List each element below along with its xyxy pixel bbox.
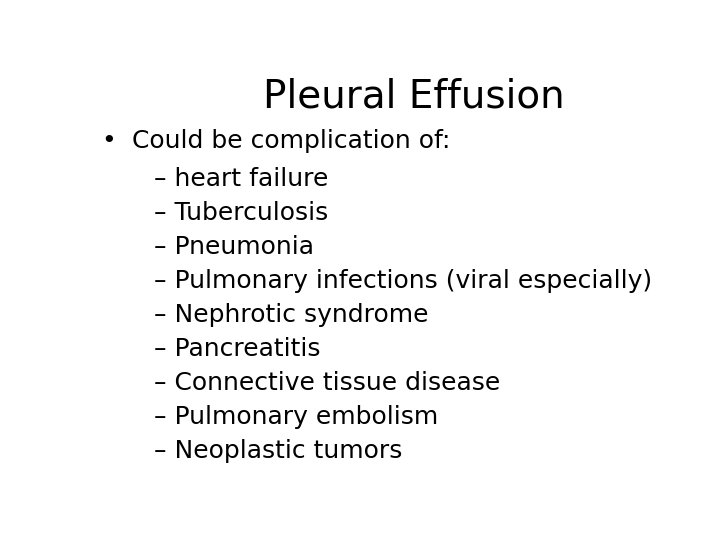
Text: – Pancreatitis: – Pancreatitis (154, 337, 320, 361)
Text: – Pulmonary embolism: – Pulmonary embolism (154, 406, 438, 429)
Text: – Connective tissue disease: – Connective tissue disease (154, 371, 500, 395)
Text: – heart failure: – heart failure (154, 167, 328, 191)
Text: – Neoplastic tumors: – Neoplastic tumors (154, 440, 402, 463)
Text: – Nephrotic syndrome: – Nephrotic syndrome (154, 303, 428, 327)
Text: Pleural Effusion: Pleural Effusion (263, 77, 564, 115)
Text: – Pneumonia: – Pneumonia (154, 235, 314, 259)
Text: •: • (101, 129, 116, 153)
Text: – Pulmonary infections (viral especially): – Pulmonary infections (viral especially… (154, 269, 652, 293)
Text: – Tuberculosis: – Tuberculosis (154, 201, 328, 225)
Text: Could be complication of:: Could be complication of: (132, 129, 450, 153)
